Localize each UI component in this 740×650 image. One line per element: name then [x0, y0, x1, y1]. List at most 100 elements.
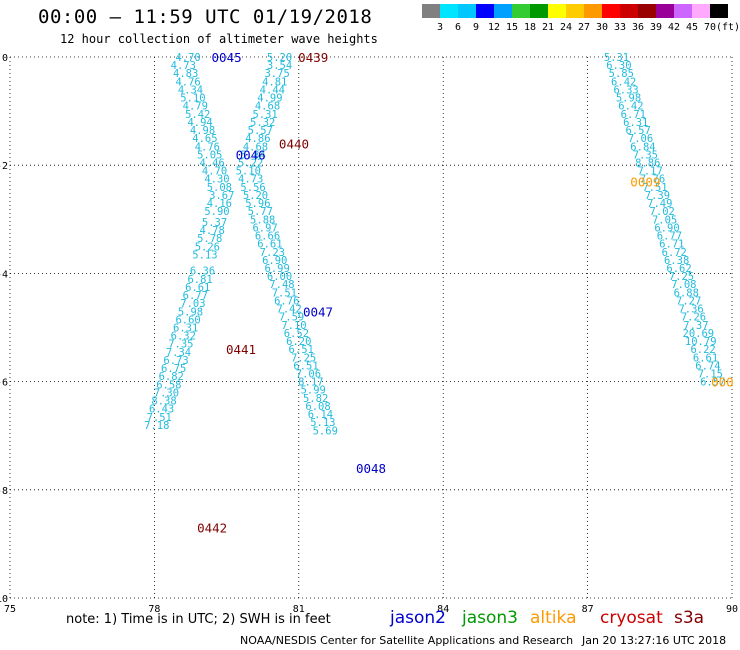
chart-subtitle: 12 hour collection of altimeter wave hei…	[60, 32, 378, 46]
swh-value: 7.36	[678, 304, 703, 316]
swh-value: 6.66	[255, 231, 280, 243]
swh-value: 4.30	[204, 174, 229, 186]
color-scale-label: (ft)	[716, 22, 740, 33]
x-tick-label: 90	[726, 604, 738, 615]
swh-value: 6.51	[293, 360, 318, 372]
swh-value: 7.17	[638, 166, 663, 178]
swh-value: 6.72	[662, 247, 687, 259]
swh-value: 7.48	[269, 279, 294, 291]
swh-value: 4.86	[245, 133, 270, 145]
pass-label: 000	[711, 375, 734, 390]
swh-value: 7.18	[144, 420, 169, 432]
pass-label: 0442	[197, 521, 227, 536]
swh-value: 6.57	[700, 377, 725, 389]
swh-value: 4.16	[207, 198, 232, 210]
swh-value: 6.30	[606, 60, 631, 72]
swh-value: 6.42	[618, 101, 643, 113]
swh-value: 4.44	[260, 84, 285, 96]
swh-value: 4.46	[200, 157, 225, 169]
swh-value: 4.98	[190, 125, 215, 137]
swh-value: 7.49	[647, 198, 672, 210]
color-swatch	[674, 4, 692, 18]
swh-value: 7.76	[640, 174, 665, 186]
swh-value: 7.02	[650, 206, 675, 218]
legend-item-cryosat: cryosat	[600, 608, 663, 628]
swh-value: 7.30	[154, 387, 179, 399]
swh-value: 3.67	[209, 190, 234, 202]
swh-value: 6.74	[695, 360, 720, 372]
swh-value: 6.61	[185, 282, 210, 294]
y-tick-label: -6	[0, 378, 8, 389]
color-swatch	[602, 4, 620, 18]
color-scale-label: 30	[595, 22, 609, 33]
swh-value: 7.51	[147, 412, 172, 424]
y-tick-label: -4	[0, 269, 8, 280]
pass-label: 0440	[279, 137, 309, 152]
swh-value: 6.20	[286, 336, 311, 348]
color-scale-label: 70	[703, 22, 717, 33]
swh-value: 6.61	[693, 352, 718, 364]
swh-value: 10.79	[685, 336, 717, 348]
swh-value: 7.26	[681, 312, 706, 324]
swh-value: 5.05	[197, 149, 222, 161]
color-swatch	[638, 4, 656, 18]
color-swatch	[512, 4, 530, 18]
color-scale-label: 3	[436, 22, 444, 33]
x-tick-label: 78	[148, 604, 160, 615]
y-tick-label: -8	[0, 486, 8, 497]
color-swatch	[548, 4, 566, 18]
swh-value: 5.56	[240, 182, 265, 194]
color-scale-label: 33	[613, 22, 627, 33]
swh-value: 7.05	[652, 214, 677, 226]
y-tick-label: 0	[2, 53, 8, 64]
swh-value: 6.58	[156, 379, 181, 391]
swh-value: 7.35	[633, 149, 658, 161]
swh-value: 6.76	[274, 295, 299, 307]
swh-value: 7.06	[628, 133, 653, 145]
swh-value: 8.17	[298, 377, 323, 389]
swh-value: 6.97	[252, 222, 277, 234]
footer-note: note: 1) Time is in UTC; 2) SWH is in fe…	[66, 612, 331, 627]
pass-label: 0048	[356, 461, 386, 476]
footer-timestamp: Jan 20 13:27:16 UTC 2018	[582, 634, 727, 647]
swh-value: 5.82	[303, 393, 328, 405]
color-scale-label: 18	[523, 22, 537, 33]
swh-value: 4.73	[238, 174, 263, 186]
legend-item-altika: altika	[530, 608, 577, 628]
color-swatch	[584, 4, 602, 18]
swh-value: 6.57	[625, 125, 650, 137]
color-scale-label: 21	[541, 22, 555, 33]
color-swatch	[476, 4, 494, 18]
color-swatch	[566, 4, 584, 18]
color-scale-label: 27	[577, 22, 591, 33]
swh-value: 7.25	[669, 271, 694, 283]
pass-label: 0441	[226, 342, 256, 357]
swh-value: 8.86	[635, 157, 660, 169]
color-scale-label: 39	[649, 22, 663, 33]
color-scale-label: 15	[505, 22, 519, 33]
pass-label: 0047	[303, 304, 333, 319]
swh-value: 5.98	[616, 93, 641, 105]
swh-value: 6.33	[613, 84, 638, 96]
swh-value: 7.42	[277, 304, 302, 316]
color-swatch	[620, 4, 638, 18]
swh-value: 6.14	[308, 409, 333, 421]
swh-value: 7.06	[296, 368, 321, 380]
color-scale-label: 12	[487, 22, 501, 33]
grid-lines	[9, 56, 733, 599]
x-tick-label: 81	[293, 604, 305, 615]
swh-value: 5.96	[245, 198, 270, 210]
swh-value: 6.71	[621, 109, 646, 121]
swh-value: 6.31	[623, 117, 648, 129]
swh-value: 5.22	[238, 157, 263, 169]
color-swatch	[656, 4, 674, 18]
swh-value: 6.90	[262, 255, 287, 267]
swh-value: 7.37	[683, 320, 708, 332]
data-points: 4.704.734.834.764.345.104.795.424.944.98…	[144, 52, 725, 437]
color-swatch	[440, 4, 458, 18]
swh-value: 5.98	[178, 306, 203, 318]
swh-value: 7.03	[180, 298, 205, 310]
swh-value: 6.77	[183, 290, 208, 302]
swh-value: 5.31	[604, 52, 629, 64]
color-swatch	[458, 4, 476, 18]
